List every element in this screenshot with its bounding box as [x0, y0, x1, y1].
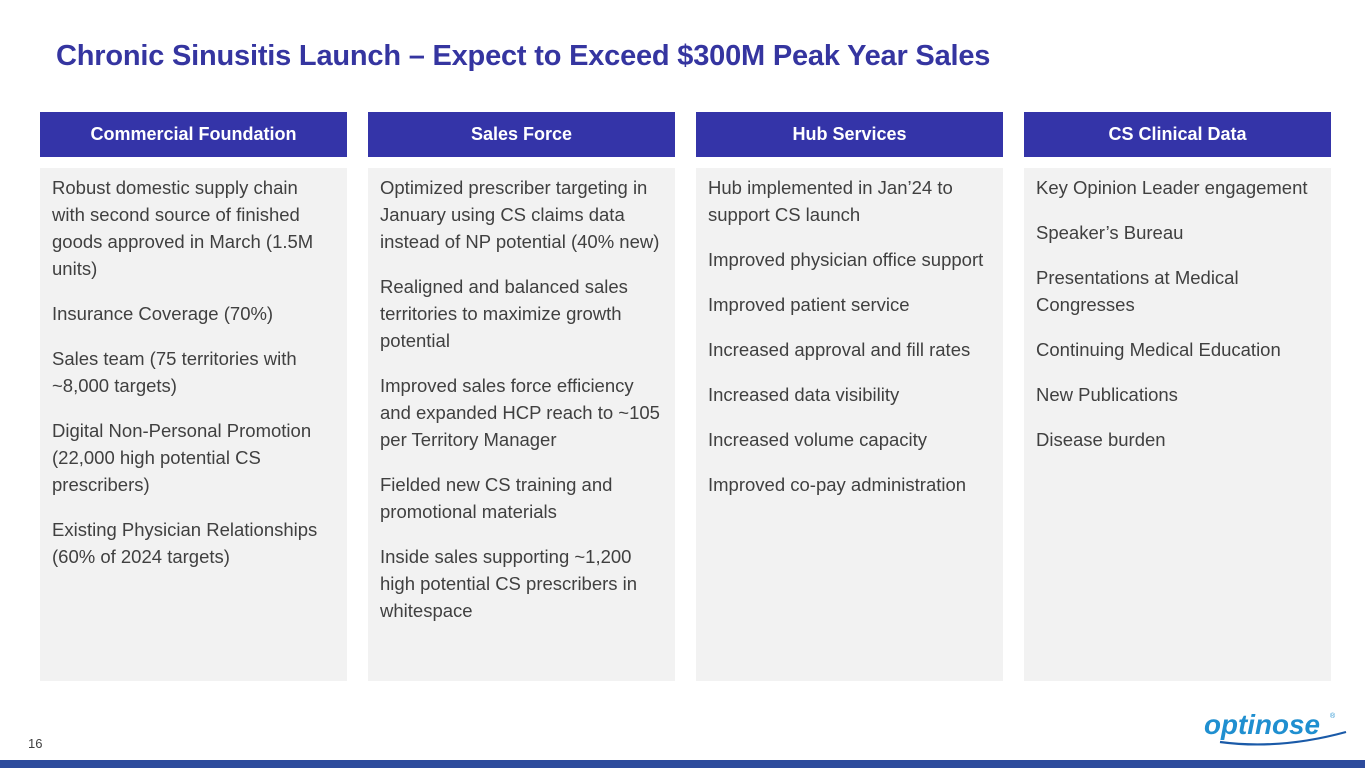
- column-header: Hub Services: [696, 112, 1003, 157]
- list-item: Realigned and balanced sales territories…: [380, 276, 628, 351]
- list-item: Disease burden: [1036, 429, 1166, 450]
- list-item: Insurance Coverage (70%): [52, 303, 274, 324]
- list-item: Improved physician office support: [708, 249, 984, 270]
- column-sales-force: Sales Force Optimized prescriber targetin…: [368, 112, 675, 681]
- slide-title: Chronic Sinusitis Launch – Expect to Exc…: [56, 40, 991, 72]
- list-item: Increased volume capacity: [708, 429, 928, 450]
- column-header: Commercial Foundation: [40, 112, 347, 157]
- list-item: Existing Physician Relationships (60% of…: [52, 519, 318, 567]
- column-body: Key Opinion Leader engagement Speaker’s B…: [1024, 168, 1331, 681]
- list-item: Continuing Medical Education: [1036, 339, 1281, 360]
- svg-text:optinose: optinose: [1204, 709, 1320, 740]
- list-item: Robust domestic supply chain with second…: [52, 177, 314, 279]
- column-header: Sales Force: [368, 112, 675, 157]
- column-header: CS Clinical Data: [1024, 112, 1331, 157]
- list-item: Key Opinion Leader engagement: [1036, 177, 1308, 198]
- svg-text:®: ®: [1330, 712, 1336, 720]
- list-item: Fielded new CS training and promotional …: [380, 474, 613, 522]
- list-item: Increased data visibility: [708, 384, 900, 405]
- footer-bar: [0, 760, 1365, 768]
- column-commercial-foundation: Commercial Foundation Robust domestic sup…: [40, 112, 347, 681]
- optinose-logo: optinose ®: [1200, 706, 1350, 753]
- list-item: Improved patient service: [708, 294, 910, 315]
- column-hub-services: Hub Services Hub implemented in Jan’24 to…: [696, 112, 1003, 681]
- list-item: Speaker’s Bureau: [1036, 222, 1184, 243]
- list-item: Improved sales force efficiency and expa…: [380, 375, 660, 450]
- list-item: Increased approval and fill rates: [708, 339, 971, 360]
- page-number: 16: [28, 736, 43, 751]
- list-item: Hub implemented in Jan’24 to support CS …: [708, 177, 953, 225]
- column-body: Robust domestic supply chain with second…: [40, 168, 347, 681]
- column-body: Optimized prescriber targeting in Januar…: [368, 168, 675, 681]
- list-item: New Publications: [1036, 384, 1178, 405]
- list-item: Optimized prescriber targeting in Januar…: [380, 177, 660, 252]
- column-cs-clinical-data: CS Clinical Data Key Opinion Leader engag…: [1024, 112, 1331, 681]
- list-item: Sales team (75 territories with ~8,000 t…: [52, 348, 297, 396]
- list-item: Presentations at Medical Congresses: [1036, 267, 1239, 315]
- list-item: Inside sales supporting ~1,200 high pote…: [380, 546, 638, 621]
- list-item: Improved co-pay administration: [708, 474, 967, 495]
- column-body: Hub implemented in Jan’24 to support CS …: [696, 168, 1003, 681]
- list-item: Digital Non-Personal Promotion (22,000 h…: [52, 420, 312, 495]
